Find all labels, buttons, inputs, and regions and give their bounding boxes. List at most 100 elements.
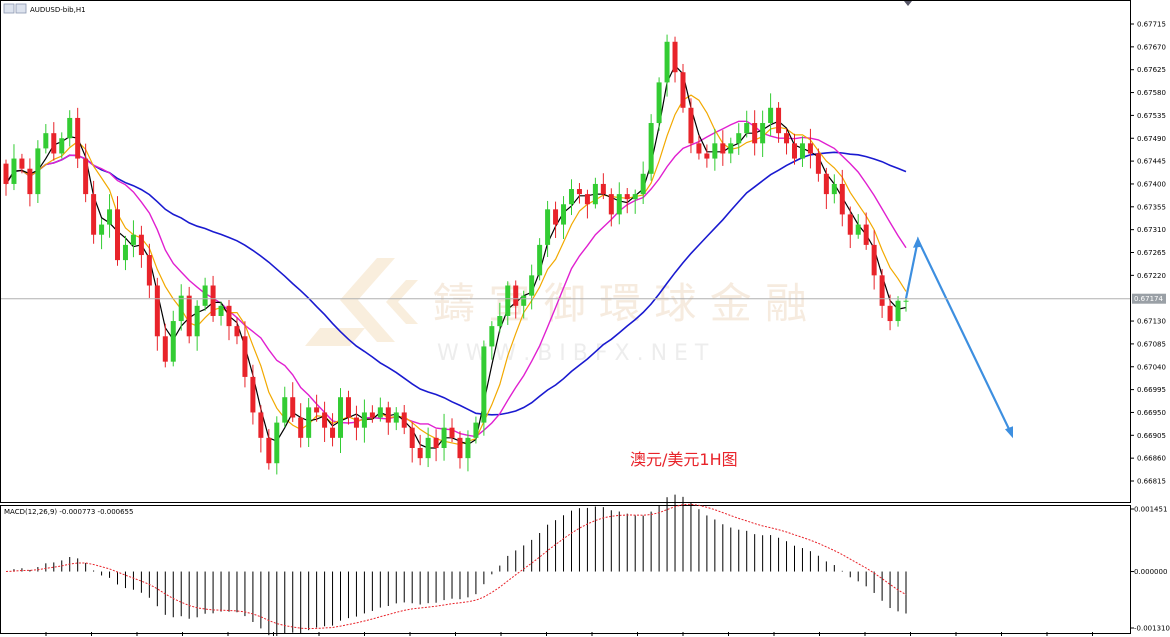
candle — [799, 136, 805, 167]
candle-body — [592, 183, 598, 205]
macd-axis: 0.001451 0.000000 -0.001310 — [1130, 506, 1170, 633]
candle-body — [369, 412, 375, 418]
candle-body — [146, 255, 152, 286]
candle — [234, 317, 240, 345]
period-separator-marker-icon — [904, 1, 912, 6]
candle — [258, 405, 264, 453]
candle-body — [218, 305, 224, 316]
candle — [178, 284, 184, 331]
watermark-brand: 鑄 宣 御 環 球 金 融 — [433, 279, 807, 328]
candle-body — [266, 437, 272, 464]
candle-body — [744, 123, 750, 134]
candle — [696, 135, 702, 160]
candle — [473, 416, 479, 444]
candle — [306, 398, 312, 448]
macd-label: MACD(12,26,9) -0.000773 -0.000655 — [4, 508, 133, 516]
candle-body — [242, 336, 248, 377]
candle — [138, 225, 144, 268]
candle-body — [871, 244, 877, 276]
candle-body — [672, 41, 678, 73]
candle — [409, 422, 415, 463]
macd-tick-label: 0.000000 — [1134, 568, 1167, 576]
candle-body — [895, 300, 901, 322]
candle — [784, 128, 790, 155]
candle-body — [130, 234, 136, 245]
candle — [242, 321, 248, 388]
candle — [728, 137, 734, 164]
candle-body — [752, 123, 758, 144]
candle — [107, 194, 113, 238]
candle-body — [831, 183, 837, 195]
chart-annotation: 澳元/美元1H图 — [630, 450, 738, 469]
candle-body — [282, 397, 288, 423]
candle — [823, 167, 829, 210]
candle-body — [138, 234, 144, 256]
candle — [75, 107, 81, 169]
candle-body — [823, 173, 829, 195]
candle-body — [425, 437, 431, 459]
price-tick-label: 0.67130 — [1137, 318, 1166, 326]
candle — [624, 187, 630, 214]
candle-body — [115, 209, 121, 261]
candle-body — [361, 412, 367, 428]
candle — [481, 340, 487, 436]
macd-panel-frame — [0, 505, 1131, 634]
candle — [162, 323, 168, 368]
candle — [226, 299, 232, 341]
candle — [385, 401, 391, 435]
candle-body — [529, 275, 535, 296]
candle-body — [648, 123, 654, 174]
candle — [122, 235, 128, 271]
candle-body — [616, 194, 622, 215]
candle-body — [99, 224, 105, 235]
candle-body — [489, 326, 495, 347]
candle — [91, 180, 97, 244]
candle-body — [465, 437, 471, 459]
candle — [274, 416, 280, 475]
candle — [99, 218, 105, 250]
candle — [130, 220, 136, 258]
candle — [401, 405, 407, 435]
candles — [3, 34, 909, 475]
chart-menu-icon-2[interactable] — [15, 3, 27, 14]
price-tick-label: 0.67400 — [1137, 180, 1166, 188]
watermark-url: W W W . B I B F X . N E T — [437, 341, 709, 366]
time-axis — [45, 632, 1093, 636]
candle-body — [768, 107, 774, 124]
candle — [839, 169, 845, 227]
price-tick-label: 0.67445 — [1137, 158, 1166, 166]
candle — [290, 382, 296, 422]
candle-body — [306, 407, 312, 438]
candle — [186, 286, 192, 344]
candle — [59, 132, 65, 159]
candle-body — [11, 158, 17, 184]
candle-body — [545, 209, 551, 245]
candle-body — [760, 123, 766, 144]
candle — [776, 102, 782, 143]
candle-body — [43, 133, 49, 149]
candle-body — [728, 143, 734, 154]
candle-body — [385, 407, 391, 423]
candle — [704, 144, 710, 168]
price-tick-label: 0.67355 — [1137, 203, 1166, 211]
price-tick-label: 0.67625 — [1137, 66, 1166, 74]
candle-body — [91, 194, 97, 235]
symbol-title-group: AUDUSD-bib,H1 — [3, 3, 86, 14]
candle-body — [433, 437, 439, 448]
candle — [632, 189, 638, 214]
candle — [433, 429, 439, 462]
candle — [27, 158, 33, 207]
price-tick-label: 0.67490 — [1137, 135, 1166, 143]
macd-histogram — [5, 494, 907, 636]
candle-body — [401, 412, 407, 428]
candle-body — [807, 143, 813, 154]
candle — [218, 301, 224, 326]
candle — [11, 144, 17, 191]
candle-body — [497, 315, 503, 327]
candle-body — [250, 376, 256, 413]
price-tick-label: 0.67085 — [1137, 340, 1166, 348]
candle-body — [3, 163, 9, 184]
candle-body — [513, 285, 519, 306]
chart-menu-icon[interactable] — [3, 3, 15, 14]
